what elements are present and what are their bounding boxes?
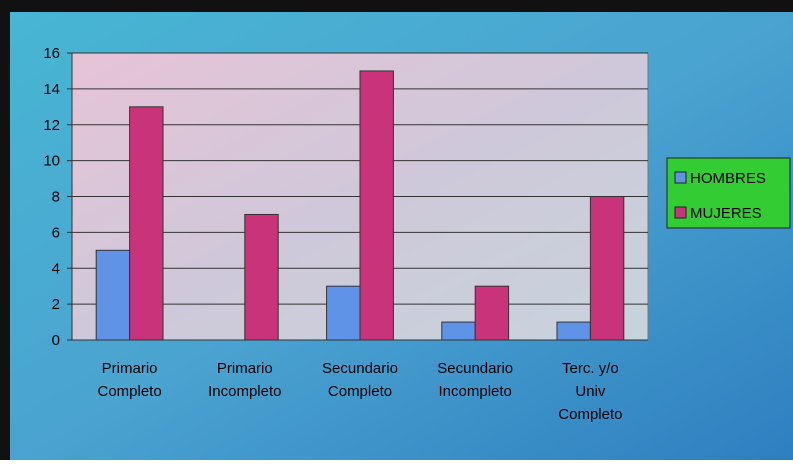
y-tick-label: 12 [43,117,60,134]
y-tick-label: 10 [43,153,60,170]
y-tick-label: 8 [52,189,60,206]
y-tick-label: 14 [43,81,60,98]
x-tick-label: Primario Incompleto [208,360,281,400]
bar [244,213,279,341]
bar [326,285,361,341]
bar [556,321,591,341]
bar [95,249,131,341]
bar [129,106,164,341]
y-tick-label: 16 [43,45,60,62]
y-tick-label: 2 [52,296,60,313]
x-tick-label: Secundario Incompleto [437,360,513,400]
legend-box [666,157,791,229]
bar [441,321,476,341]
bar [589,196,625,341]
legend-swatch [674,206,687,219]
y-tick-label: 6 [52,224,60,241]
bar [474,285,510,341]
y-tick-label: 0 [52,332,60,349]
legend-label: MUJERES [690,205,762,222]
legend-label: HOMBRES [690,170,766,187]
bar [359,70,394,341]
x-tick-label: Secundario Completo [322,360,398,400]
x-tick-label: Primario Completo [97,360,161,400]
x-tick-label: Terc. y/o Univ Completo [558,360,622,423]
legend-swatch [674,171,687,184]
y-tick-label: 4 [52,260,60,277]
